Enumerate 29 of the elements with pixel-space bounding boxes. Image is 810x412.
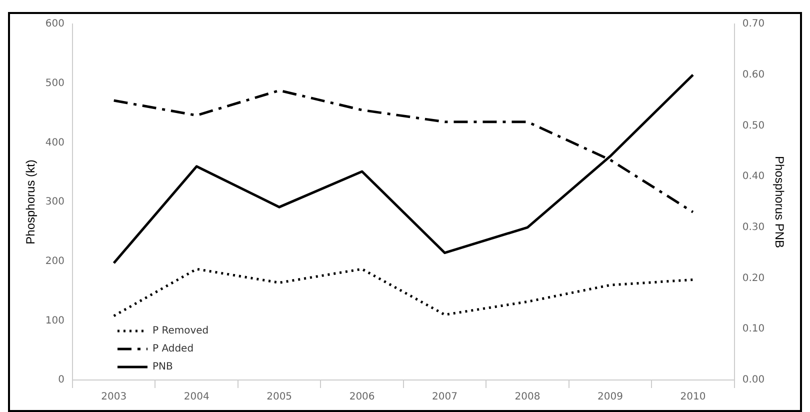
y2-axis-title: Phosphorus PNB (772, 156, 786, 248)
y-tick-label: 500 (45, 78, 64, 89)
x-tick-label: 2010 (680, 392, 706, 403)
y-tick-label: 0 (58, 374, 64, 386)
x-tick-label: 2005 (266, 392, 292, 403)
legend-label: P Removed (152, 326, 209, 337)
y-tick-label: 100 (45, 315, 64, 326)
y2-tick-label: 0.30 (742, 222, 765, 234)
y2-tick-label: 0.20 (742, 272, 765, 284)
legend-label: P Added (152, 344, 194, 355)
x-tick-label: 2007 (432, 392, 458, 403)
line-series (112, 268, 694, 318)
y2-tick-label: 0.60 (742, 69, 765, 80)
x-tick-label: 2004 (184, 392, 210, 403)
y-tick-label: 600 (45, 18, 64, 30)
x-tick-label: 2006 (349, 392, 375, 403)
y-tick-label: 400 (45, 137, 64, 148)
y2-tick-label: 0.10 (742, 324, 765, 335)
y2-tick-label: 0.40 (742, 171, 765, 182)
x-tick-label: 2003 (101, 392, 127, 403)
x-tick-label: 2009 (598, 392, 623, 403)
y2-tick-label: 0.50 (742, 120, 765, 132)
y-axis-title: Phosphorus (kt) (24, 160, 38, 244)
legend-label: PNB (152, 362, 173, 373)
y-tick-label: 300 (45, 196, 64, 208)
y2-tick-label: 0.00 (742, 374, 765, 386)
y-tick-label: 200 (45, 256, 64, 267)
x-tick-label: 2008 (514, 392, 540, 403)
y2-tick-label: 0.70 (742, 18, 765, 30)
